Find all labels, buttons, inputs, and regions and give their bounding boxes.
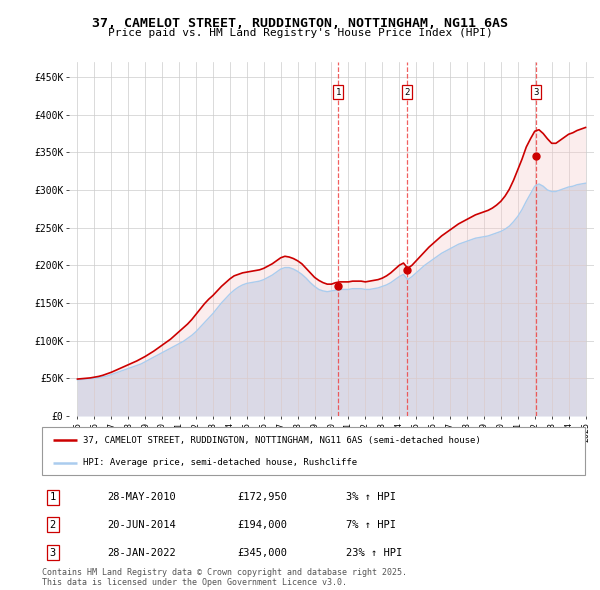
Text: 37, CAMELOT STREET, RUDDINGTON, NOTTINGHAM, NG11 6AS (semi-detached house): 37, CAMELOT STREET, RUDDINGTON, NOTTINGH… xyxy=(83,435,481,445)
Text: £172,950: £172,950 xyxy=(238,493,287,502)
Text: 28-JAN-2022: 28-JAN-2022 xyxy=(107,548,176,558)
Text: 37, CAMELOT STREET, RUDDINGTON, NOTTINGHAM, NG11 6AS: 37, CAMELOT STREET, RUDDINGTON, NOTTINGH… xyxy=(92,17,508,30)
Text: 1: 1 xyxy=(336,87,341,97)
Text: HPI: Average price, semi-detached house, Rushcliffe: HPI: Average price, semi-detached house,… xyxy=(83,458,357,467)
Text: 7% ↑ HPI: 7% ↑ HPI xyxy=(346,520,396,530)
Text: £345,000: £345,000 xyxy=(238,548,287,558)
Text: 3: 3 xyxy=(50,548,56,558)
Text: 2: 2 xyxy=(50,520,56,530)
Text: Price paid vs. HM Land Registry's House Price Index (HPI): Price paid vs. HM Land Registry's House … xyxy=(107,28,493,38)
Text: Contains HM Land Registry data © Crown copyright and database right 2025.
This d: Contains HM Land Registry data © Crown c… xyxy=(42,568,407,587)
Text: 3: 3 xyxy=(533,87,539,97)
Text: 3% ↑ HPI: 3% ↑ HPI xyxy=(346,493,396,502)
Text: 23% ↑ HPI: 23% ↑ HPI xyxy=(346,548,403,558)
Text: £194,000: £194,000 xyxy=(238,520,287,530)
Text: 20-JUN-2014: 20-JUN-2014 xyxy=(107,520,176,530)
FancyBboxPatch shape xyxy=(42,427,585,475)
Text: 1: 1 xyxy=(50,493,56,502)
Text: 2: 2 xyxy=(404,87,410,97)
Text: 28-MAY-2010: 28-MAY-2010 xyxy=(107,493,176,502)
